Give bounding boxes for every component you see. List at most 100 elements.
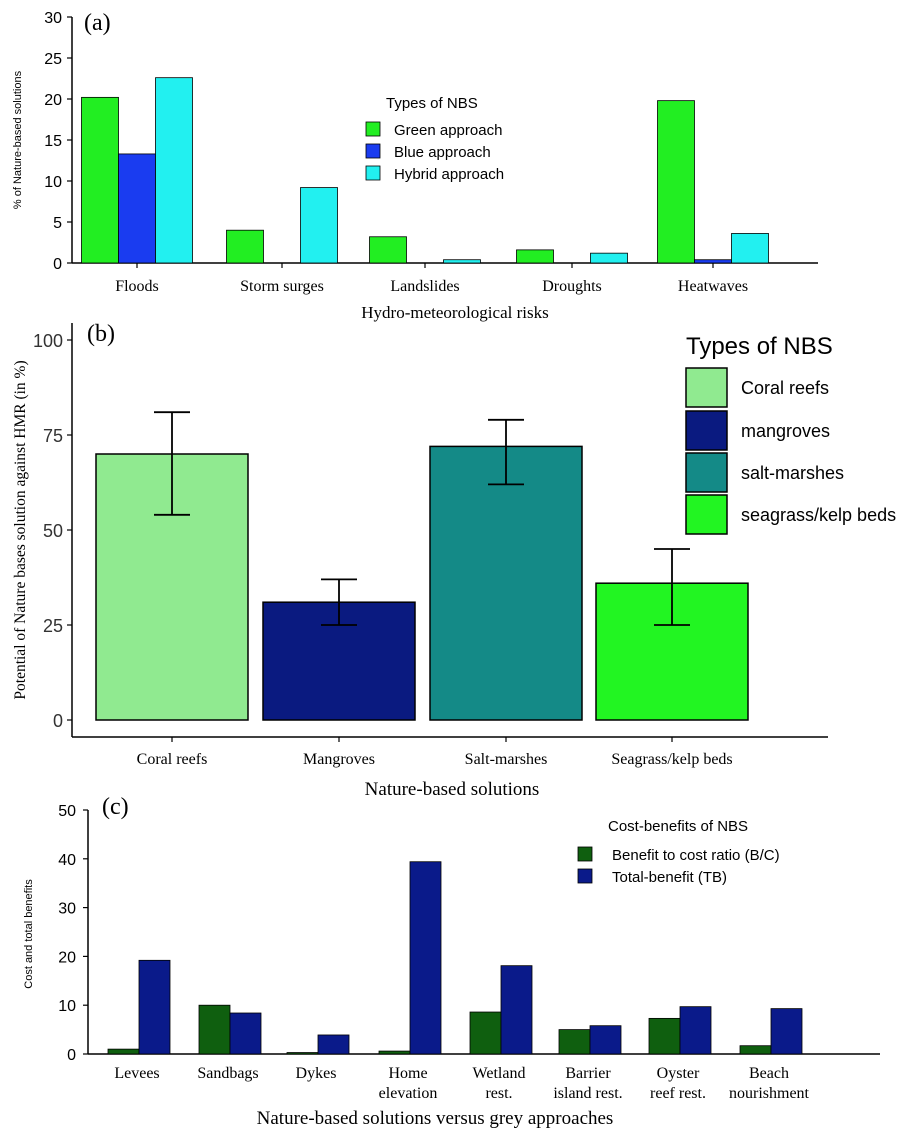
- panel-a-legend-swatch-green: [365, 121, 381, 137]
- panel-a-bar: [694, 259, 732, 264]
- panel-b-plot: 0 25 50 75 100 Coral reefs Mangroves Salt-marsh…: [33, 323, 828, 768]
- panel-c-x-tick-label: Beach nourishment: [729, 1065, 810, 1102]
- panel-a-bar: [118, 153, 156, 264]
- panel-a-y-tick-label: 30: [44, 10, 62, 27]
- panel-c-x-tick-label: Barrier island rest.: [553, 1065, 622, 1102]
- panel-b-legend-title: Types of NBS: [686, 333, 833, 360]
- panel-c-bar: [469, 1011, 502, 1055]
- panel-a-x-tick-label: Storm surges: [240, 278, 324, 295]
- panel-a-bar: [590, 252, 628, 264]
- panel-c-y-tick-label: 20: [58, 949, 76, 966]
- panel-c-y-tick-label: 50: [58, 803, 76, 820]
- panel-c-x-tick-label: Home elevation: [379, 1065, 438, 1102]
- panel-c-bar: [229, 1012, 262, 1055]
- panel-c-bar: [648, 1017, 681, 1055]
- panel-c-legend: Cost-benefits of NBS Benefit to cost rat…: [577, 818, 780, 886]
- panel-c-x-tick-label: Levees: [114, 1065, 159, 1082]
- panel-b-bar: [429, 445, 583, 721]
- panel-b-y-tick-label: 0: [53, 711, 63, 731]
- panel-a-legend-title: Types of NBS: [386, 95, 478, 112]
- panel-a-bar: [443, 259, 481, 264]
- panel-c-bar: [679, 1006, 712, 1055]
- panel-a-xlabel: Hydro-meteorological risks: [361, 303, 548, 322]
- panel-a-legend-label-hybrid: Hybrid approach: [394, 166, 504, 183]
- panel-a-y-tick-label: 15: [44, 133, 62, 150]
- panel-c-bar: [378, 1050, 411, 1055]
- panel-a-bar: [516, 249, 554, 264]
- panel-a-x-tick-label: Landslides: [390, 278, 459, 295]
- panel-c-bar: [589, 1025, 622, 1055]
- panel-c-bar: [409, 861, 442, 1055]
- panel-b-legend-swatch-seagrass: [685, 494, 728, 535]
- panel-b-x-tick-label: Salt-marshes: [465, 751, 548, 768]
- panel-a-y-tick-label: 20: [44, 92, 62, 109]
- panel-a-x-tick-label: Droughts: [542, 278, 602, 295]
- panel-b-y-tick-label: 75: [43, 426, 63, 446]
- panel-b: (b) 0 25 50 75 100 Coral reefs Mangroves Salt-m…: [12, 321, 896, 800]
- panel-a-bar: [657, 100, 695, 264]
- panel-b-legend-swatch-salt: [685, 452, 728, 493]
- panel-b-legend: Types of NBS Coral reefs mangroves salt-…: [685, 333, 896, 535]
- panel-c-y-tick-label: 10: [58, 998, 76, 1015]
- panel-a-bar: [81, 96, 119, 264]
- panel-c-bar: [107, 1048, 140, 1055]
- panel-b-legend-label-mangroves: mangroves: [741, 421, 830, 441]
- panel-b-y-tick-label: 25: [43, 616, 63, 636]
- panel-a-legend-label-green: Green approach: [394, 122, 502, 139]
- panel-a-bar: [300, 187, 338, 264]
- panel-a: (a) 0 5 10 15 20 25 30 Floods Storm surges Landsl…: [12, 10, 818, 322]
- panel-c-plot: 0 10 20 30 40 50 Levees Sandbags Dykes Home elevat…: [58, 803, 880, 1102]
- panel-c-y-tick-label: 0: [67, 1047, 76, 1064]
- panel-a-bar: [226, 229, 264, 264]
- panel-c: (c) 0 10 20 30 40 50 Levees Sandbags Dykes Home el…: [23, 794, 880, 1129]
- panel-c-bar: [500, 965, 533, 1055]
- panel-a-bar: [155, 77, 193, 264]
- panel-b-x-tick-label: Coral reefs: [137, 751, 208, 768]
- panel-b-legend-swatch-mangroves: [685, 410, 728, 451]
- panel-c-y-tick-label: 40: [58, 852, 76, 869]
- panel-c-label: (c): [102, 794, 129, 820]
- panel-c-legend-swatch-tb: [577, 868, 593, 884]
- panel-a-y-tick-label: 25: [44, 51, 62, 68]
- panel-c-y-tick-label: 30: [58, 901, 76, 918]
- panel-c-bar: [138, 959, 171, 1055]
- panel-c-bar: [739, 1045, 772, 1055]
- panel-c-x-tick-label: Sandbags: [197, 1065, 258, 1082]
- panel-a-legend-label-blue: Blue approach: [394, 144, 491, 161]
- panel-c-x-tick-label: Oyster reef rest.: [650, 1065, 706, 1102]
- panel-a-label: (a): [84, 10, 111, 36]
- panel-c-legend-title: Cost-benefits of NBS: [608, 818, 748, 835]
- panel-a-legend: Types of NBS Green approach Blue approac…: [365, 95, 504, 183]
- panel-c-ylabel: Cost and total benefits: [23, 879, 35, 989]
- panel-a-x-tick-label: Floods: [115, 278, 159, 295]
- panel-a-plot: 0 5 10 15 20 25 30 Floods Storm surges Landslides…: [44, 10, 818, 295]
- panel-b-legend-label-seagrass: seagrass/kelp beds: [741, 505, 896, 525]
- panel-b-x-tick-label: Mangroves: [303, 751, 375, 768]
- panel-b-y-tick-label: 100: [33, 331, 63, 351]
- panel-a-y-tick-label: 5: [53, 215, 62, 232]
- panel-a-x-tick-label: Heatwaves: [678, 278, 748, 295]
- panel-b-legend-swatch-coral: [685, 367, 728, 408]
- panel-b-label: (b): [87, 321, 115, 347]
- panel-c-bar: [770, 1008, 803, 1055]
- panel-a-legend-swatch-blue: [365, 143, 381, 159]
- panel-b-legend-label-salt: salt-marshes: [741, 463, 844, 483]
- panel-a-bar: [731, 233, 769, 264]
- panel-c-bar: [317, 1034, 350, 1055]
- panel-a-bar: [369, 236, 407, 264]
- panel-c-bar: [198, 1004, 231, 1055]
- panel-b-xlabel: Nature-based solutions: [365, 779, 540, 800]
- panel-a-y-tick-label: 10: [44, 174, 62, 191]
- panel-c-x-tick-label: Dykes: [296, 1065, 337, 1082]
- panel-c-bar: [286, 1052, 319, 1055]
- panel-b-ylabel: Potential of Nature bases solution again…: [12, 360, 29, 699]
- panel-b-x-tick-label: Seagrass/kelp beds: [611, 751, 732, 768]
- panel-b-y-tick-label: 50: [43, 521, 63, 541]
- panel-a-y-tick-label: 0: [53, 256, 62, 273]
- panel-c-legend-label-tb: Total-benefit (TB): [612, 869, 727, 886]
- panel-c-legend-swatch-bc: [577, 846, 593, 862]
- panel-c-bar: [558, 1029, 591, 1055]
- panel-c-legend-label-bc: Benefit to cost ratio (B/C): [612, 847, 780, 864]
- panel-b-legend-label-coral: Coral reefs: [741, 378, 829, 398]
